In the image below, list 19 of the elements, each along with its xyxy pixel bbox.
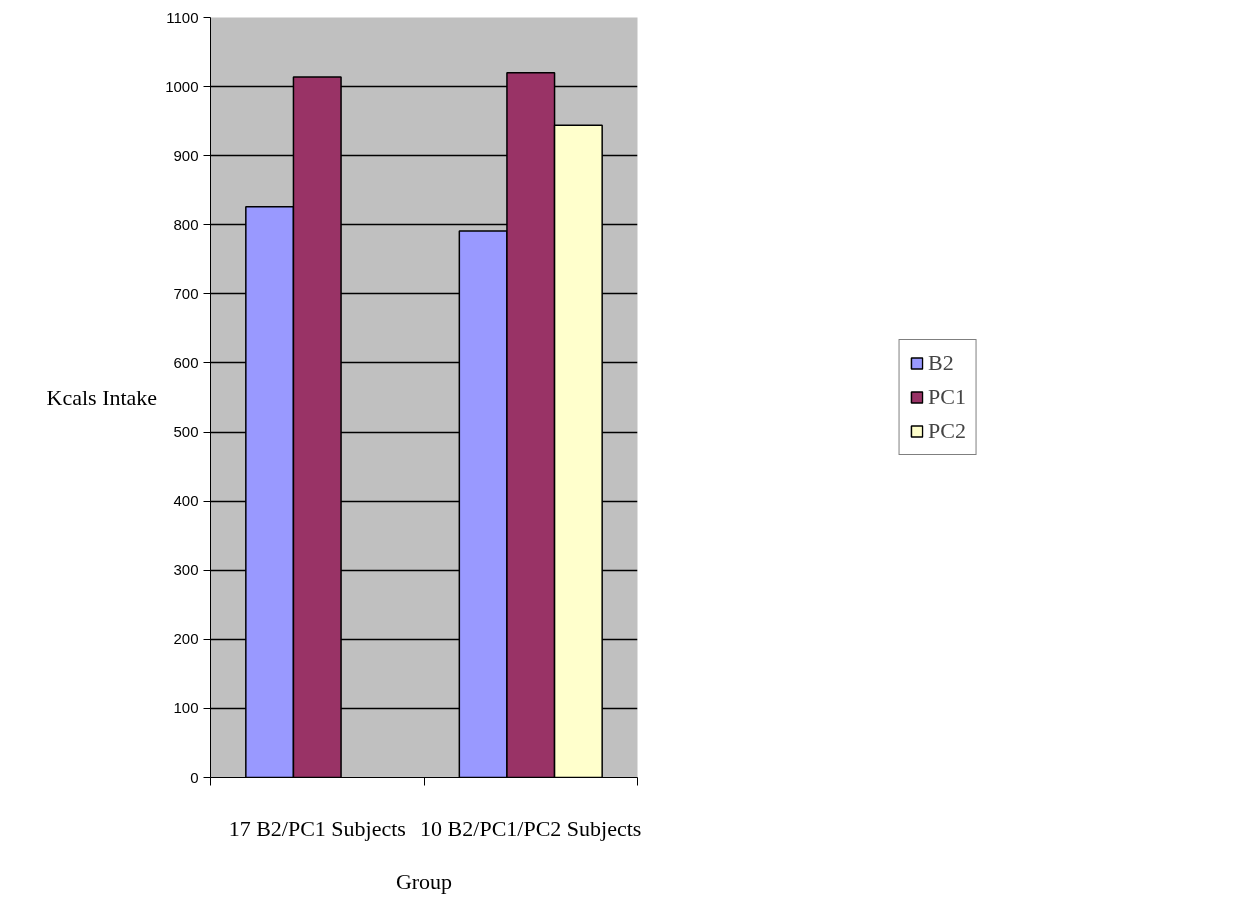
legend-label: PC1: [928, 384, 966, 410]
legend-label: PC2: [928, 418, 966, 444]
x-tick-label: 10 B2/PC1/PC2 Subjects: [420, 815, 642, 841]
y-tick-label: 1000: [165, 77, 199, 95]
y-tick-label: 100: [173, 699, 199, 717]
y-tick-label: 700: [173, 284, 199, 302]
x-axis-title: Group: [395, 868, 453, 894]
y-tick-label: 0: [190, 768, 199, 786]
y-tick-label: 200: [173, 630, 199, 648]
y-tick-label: 1100: [166, 8, 199, 26]
y-axis-title: Kcals Intake: [46, 385, 158, 410]
x-tick-label: 17 B2/PC1 Subjects: [228, 815, 406, 841]
y-tick-label: 900: [173, 146, 199, 164]
y-tick-label: 400: [173, 492, 199, 510]
y-tick-label: 500: [173, 423, 199, 441]
y-tick-label: 300: [173, 561, 199, 579]
legend-label: B2: [928, 350, 954, 376]
y-tick-label: 800: [173, 215, 199, 233]
y-tick-label: 600: [173, 353, 199, 371]
